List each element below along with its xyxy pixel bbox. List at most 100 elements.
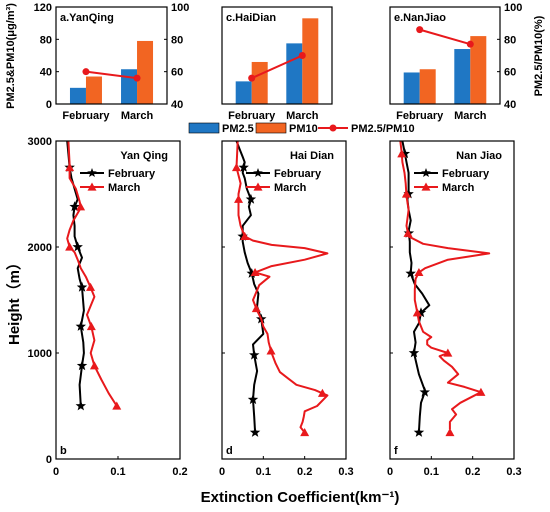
- legend-marker-star: [253, 168, 263, 177]
- marker-triangle: [317, 388, 327, 397]
- marker-triangle: [65, 242, 75, 251]
- x-tick-label: 0: [53, 466, 59, 478]
- x-tick-label: February: [396, 110, 444, 122]
- marker-triangle: [112, 401, 122, 410]
- x-tick-label: 0.3: [338, 466, 353, 478]
- y-tick-label: 0: [46, 454, 52, 466]
- x-tick-label: March: [286, 110, 319, 122]
- bar-y2-axis-title: PM2.5/PM10(%): [533, 15, 545, 96]
- legend-label-march: March: [442, 182, 475, 194]
- x-tick-label: 0.1: [110, 466, 125, 478]
- marker-star: [415, 307, 427, 318]
- marker-star: [246, 268, 257, 278]
- bar-panels: February March04080120406080100a.YanQingF…: [5, 2, 545, 122]
- ratio-point: [466, 40, 474, 48]
- marker-star: [238, 162, 249, 172]
- marker-star: [69, 201, 80, 212]
- y-tick-label: 40: [40, 67, 52, 79]
- y2-tick-label: 100: [504, 2, 522, 14]
- x-tick-label: 0.1: [256, 466, 271, 478]
- profile-panel-title: Hai Dian: [290, 150, 334, 162]
- marker-triangle: [403, 228, 413, 237]
- ratio-line: [85, 70, 138, 80]
- y-tick-label: 0: [46, 99, 52, 111]
- panel-corner-letter: f: [394, 445, 398, 457]
- legend-marker-ratio: [329, 124, 337, 132]
- marker-star: [245, 193, 257, 204]
- y2-tick-label: 60: [504, 67, 516, 79]
- bar-pm25-february: [69, 87, 86, 104]
- bar-pm25-february: [235, 81, 252, 104]
- marker-triangle: [300, 428, 310, 437]
- profile-line-march: [66, 140, 118, 407]
- bar-pm25-march: [454, 49, 471, 104]
- legend-swatch-pm25: [188, 122, 220, 134]
- y-tick-label: 3000: [28, 136, 52, 148]
- marker-star: [249, 349, 260, 360]
- marker-star: [75, 321, 86, 331]
- bar-panel-title: c.HaiDian: [226, 12, 276, 24]
- y-tick-label: 80: [40, 34, 52, 46]
- y2-tick-label: 40: [504, 99, 516, 111]
- bar-panel-2: February March c.HaiDian: [221, 6, 333, 122]
- legend-swatch-pm10: [255, 122, 287, 134]
- panel-corner-letter: d: [226, 445, 233, 457]
- marker-star: [413, 427, 425, 437]
- x-tick-label: 0.2: [465, 466, 480, 478]
- marker-star: [403, 188, 414, 199]
- bar-pm25-march: [121, 69, 138, 104]
- x-tick-label: 0.2: [172, 466, 187, 478]
- y2-tick-label: 80: [504, 34, 516, 46]
- marker-star: [419, 386, 430, 397]
- bar-panel-3: February March 40 60 80 100 e.NanJiao: [389, 2, 522, 122]
- bar-panel-1: February March 0 40 80 120 40 60 80 100 a.YanQing: [34, 2, 190, 122]
- x-tick-label: 0: [387, 466, 393, 478]
- legend-marker-triangle: [253, 182, 263, 191]
- marker-triangle: [266, 346, 276, 355]
- legend-marker-triangle: [87, 182, 97, 191]
- marker-triangle: [234, 194, 244, 203]
- bar-pm25-march: [286, 43, 303, 104]
- marker-star: [75, 400, 86, 411]
- marker-triangle: [65, 163, 75, 172]
- y2-tick-label: 60: [171, 67, 183, 79]
- bar-pm10-march: [470, 36, 487, 104]
- y2-tick-label: 40: [171, 99, 183, 111]
- bar-panel-frame: [221, 6, 333, 105]
- marker-star: [405, 268, 416, 278]
- profile-panel-title: Yan Qing: [120, 150, 168, 162]
- bar-panel-frame: [55, 6, 168, 105]
- legend-label-pm25: PM2.5: [222, 123, 254, 135]
- x-tick-label: February: [228, 110, 276, 122]
- legend-marker-star: [87, 168, 97, 177]
- ratio-point: [248, 74, 256, 82]
- legend-marker-star: [421, 168, 431, 177]
- ratio-point: [298, 52, 306, 59]
- legend-label-february: February: [274, 168, 322, 180]
- marker-star: [408, 347, 420, 358]
- marker-star: [247, 394, 259, 405]
- y2-tick-label: 100: [171, 2, 189, 14]
- legend-label-march: March: [108, 182, 141, 194]
- y2-tick-label: 80: [171, 34, 183, 46]
- bar-pm10-march: [302, 18, 319, 104]
- bar-pm10-february: [251, 61, 268, 104]
- marker-triangle: [476, 387, 486, 396]
- legend-label-pm10: PM10: [289, 123, 318, 135]
- profile-panel-1: 0 0.1 0.2 0 1000 2000 3000 Yan Qing b February Mar…: [28, 136, 188, 478]
- ratio-point: [82, 68, 90, 76]
- y-tick-label: 2000: [28, 242, 52, 254]
- marker-triangle: [414, 267, 424, 277]
- marker-triangle: [76, 202, 86, 211]
- bar-y-axis-title: PM2.5&PM10(μg/m³): [5, 3, 17, 109]
- marker-star: [76, 360, 88, 371]
- profile-panel-frame: [221, 140, 347, 460]
- ratio-point: [133, 74, 141, 82]
- bar-pm10-february: [419, 69, 436, 104]
- marker-triangle: [86, 282, 96, 291]
- marker-star: [72, 241, 83, 252]
- profile-panel-2: 0 0.1 0.2 0.3 Hai Dian d February March: [219, 140, 354, 478]
- marker-triangle: [86, 322, 96, 331]
- x-tick-label: March: [121, 110, 154, 122]
